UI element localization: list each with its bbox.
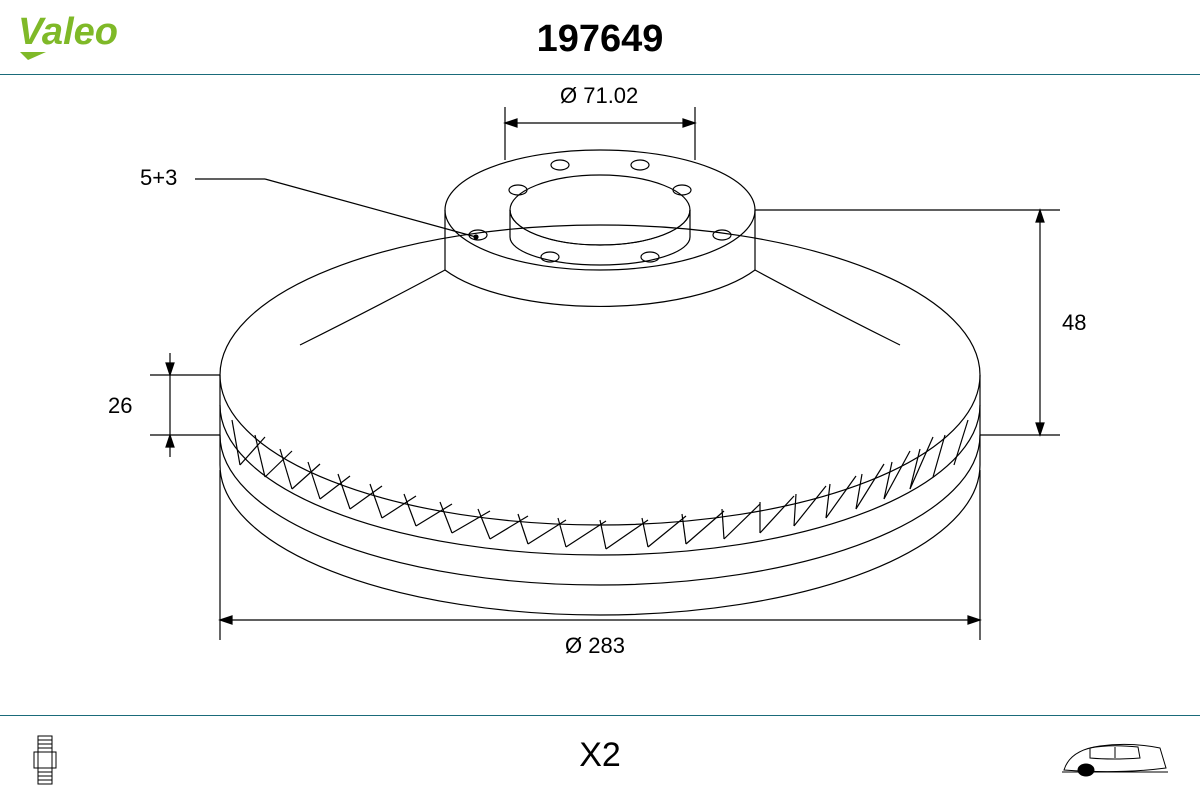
dim-thickness: 26	[108, 393, 132, 419]
disc-side-icon	[30, 734, 60, 791]
car-front-icon	[1060, 738, 1170, 785]
quantity-label: X2	[579, 736, 621, 775]
vanes	[232, 420, 968, 549]
dim-bolt-pattern: 5+3	[140, 165, 177, 191]
drawing-area: Ø 71.02 5+3 26 48 Ø 283	[0, 75, 1200, 715]
dim-hat-height: 48	[1062, 310, 1086, 336]
brand-swoosh	[20, 52, 46, 60]
dim-bore-diameter: Ø 71.02	[560, 83, 638, 109]
brand-text: Valeo	[18, 11, 118, 53]
part-number: 197649	[537, 18, 664, 61]
brand-logo: Valeo	[18, 8, 158, 69]
dim-outer-diameter: Ø 283	[565, 633, 625, 659]
technical-drawing	[0, 75, 1200, 715]
